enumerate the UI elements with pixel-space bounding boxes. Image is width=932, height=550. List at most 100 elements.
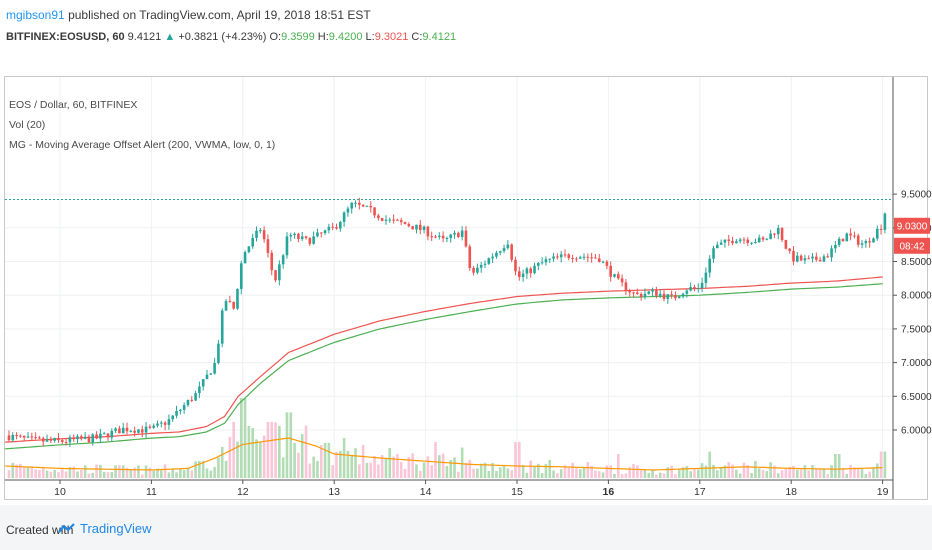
candle-body [167, 419, 171, 425]
volume-bar [293, 442, 296, 478]
volume-bar [34, 469, 37, 478]
candle-body [373, 207, 376, 216]
candle-body [60, 440, 64, 443]
volume-bar [354, 448, 357, 478]
volume-bar [681, 467, 685, 478]
volume-bar [15, 464, 18, 478]
candle-body [201, 379, 205, 387]
volume-bar [792, 465, 795, 478]
volume-bar [689, 471, 692, 478]
candle-body [293, 233, 296, 236]
volume-ma-line [5, 437, 883, 471]
candle-body [361, 204, 365, 207]
volume-bar [266, 422, 270, 478]
volume-bar [479, 463, 483, 478]
volume-bar [426, 456, 430, 478]
volume-bar [175, 472, 178, 478]
created-with-text: Created with [6, 523, 74, 537]
candle-body [578, 257, 582, 259]
candle-body [426, 226, 430, 237]
y-tick-label: 8.5000 [901, 257, 932, 268]
candle-body [487, 258, 491, 264]
candle-body [750, 242, 753, 244]
volume-bar [114, 465, 117, 478]
volume-bar [430, 465, 433, 478]
volume-bar [377, 464, 380, 478]
volume-bar [765, 471, 769, 478]
chart-frame[interactable] [4, 76, 928, 500]
volume-bar [137, 465, 140, 478]
candle-body [601, 261, 605, 263]
candle-body [438, 235, 441, 237]
volume-bar [365, 462, 369, 478]
author-link[interactable]: mgibson91 [6, 8, 65, 22]
volume-bar [270, 422, 274, 478]
volume-bar [11, 462, 15, 478]
candle-body [586, 256, 590, 258]
candle-body [628, 291, 632, 293]
volume-bar [856, 468, 860, 478]
time-tag: 08:42 [899, 241, 924, 252]
volume-bar [259, 442, 262, 478]
volume-bar [495, 470, 498, 478]
volume-bar [613, 473, 616, 478]
volume-bar [403, 468, 407, 478]
candle-body [38, 437, 41, 439]
candle-body [217, 343, 220, 364]
candle-body [327, 226, 331, 231]
candle-body [658, 293, 662, 296]
volume-bar [590, 465, 593, 478]
volume-bar [594, 470, 597, 478]
x-tick-label: 17 [694, 486, 706, 498]
volume-bar [712, 464, 715, 478]
volume-bar [342, 438, 346, 478]
volume-bar [316, 461, 319, 478]
brand-link[interactable]: TradingView [80, 521, 152, 536]
candle-body [556, 256, 559, 258]
volume-bar [300, 434, 304, 478]
volume-bar [53, 470, 56, 478]
volume-bar [525, 472, 529, 478]
candle-body [689, 286, 692, 291]
volume-bar [815, 468, 818, 478]
volume-bar [30, 466, 34, 478]
candle-body [674, 295, 677, 299]
candle-body [761, 237, 765, 240]
volume-bar [704, 465, 708, 478]
candle-body [613, 274, 616, 277]
volume-bar [834, 454, 837, 478]
volume-bar [41, 466, 45, 478]
candle-body [380, 218, 384, 221]
volume-bar [586, 462, 590, 478]
candle-body [799, 255, 803, 261]
candle-body [479, 264, 483, 268]
candle-body [190, 399, 194, 401]
candle-body [399, 220, 403, 223]
volume-bar [502, 466, 506, 478]
volume-bar [685, 466, 689, 478]
candle-body [308, 237, 312, 244]
candle-body [137, 429, 140, 433]
volume-bar [396, 454, 399, 478]
candle-body [411, 226, 414, 230]
candle-body [99, 433, 102, 439]
candle-body [11, 435, 15, 441]
volume-bar [754, 461, 757, 478]
candle-body [338, 221, 342, 229]
candle-body [582, 256, 586, 258]
candle-body [179, 409, 182, 411]
volume-bar [392, 456, 395, 478]
candle-body [259, 230, 262, 232]
volume-bar [441, 453, 445, 478]
candle-body [670, 294, 673, 296]
candle-body [316, 232, 319, 237]
volume-bar [422, 462, 426, 478]
candles [7, 197, 887, 447]
candle-body [445, 238, 449, 240]
volume-bar [548, 459, 552, 478]
candle-body [529, 268, 533, 274]
volume-bar [864, 473, 868, 478]
volume-bar [883, 451, 887, 478]
candle-body [693, 286, 696, 289]
